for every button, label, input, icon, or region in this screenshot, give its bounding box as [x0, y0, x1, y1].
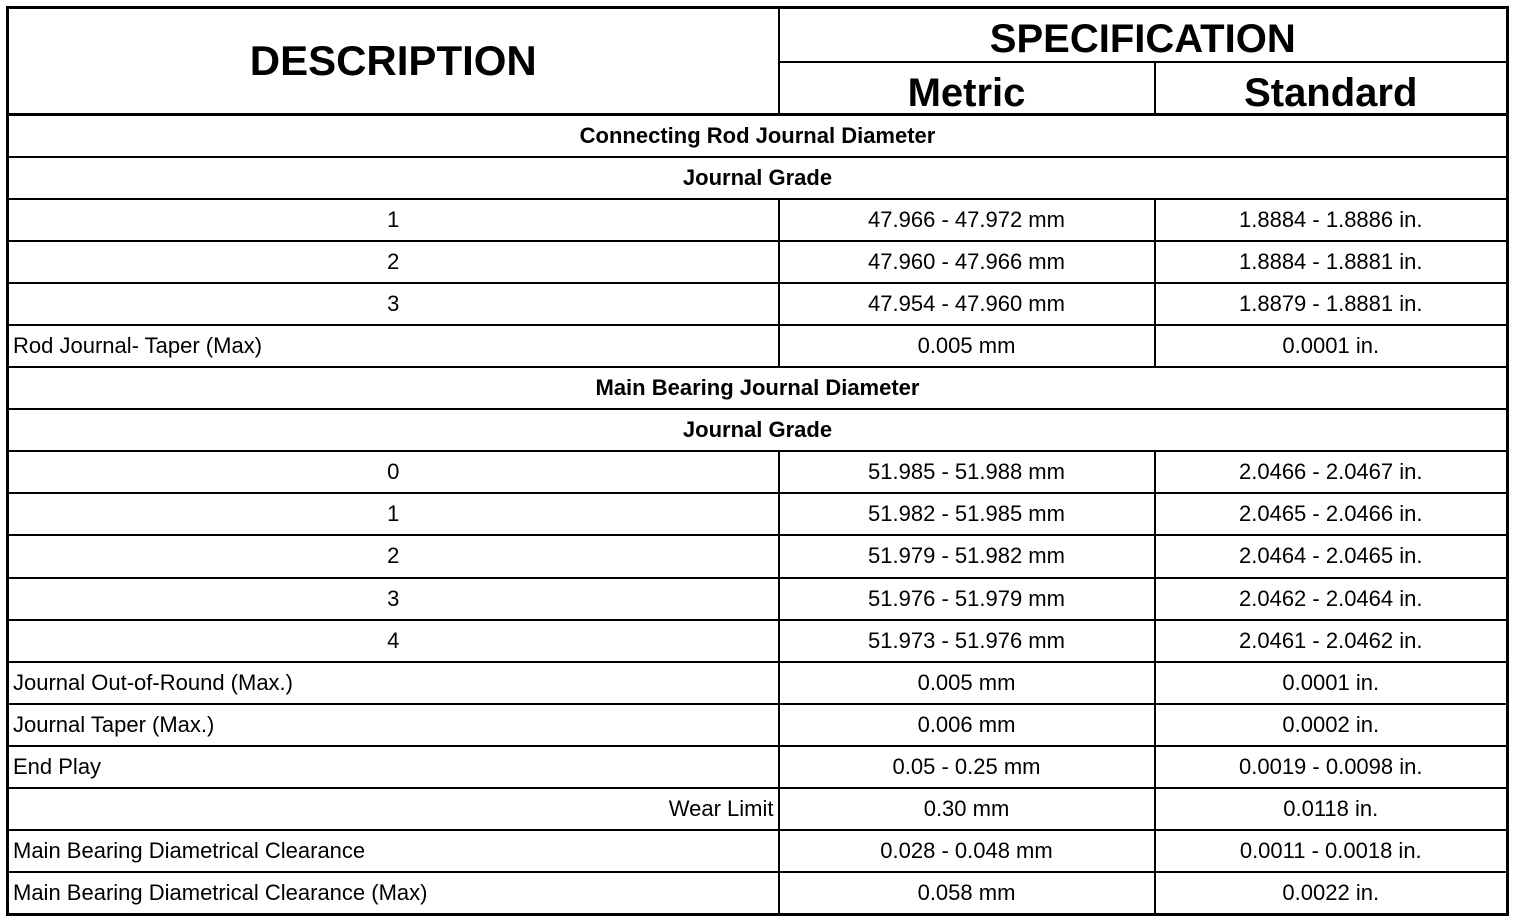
table-body: Connecting Rod Journal Diameter Journal G… — [6, 113, 1509, 916]
standard-cell: 0.0011 - 0.0018 in. — [1153, 828, 1509, 873]
metric-cell: 0.058 mm — [777, 870, 1156, 916]
section-row: Journal Grade — [6, 156, 1509, 201]
specification-header: SPECIFICATION — [777, 6, 1509, 63]
description-cell: Main Bearing Diametrical Clearance — [6, 828, 780, 873]
description-header: DESCRIPTION — [6, 6, 780, 116]
metric-cell: 0.005 mm — [777, 324, 1156, 369]
table-row: Journal Taper (Max.) 0.006 mm 0.0002 in. — [6, 702, 1509, 747]
standard-cell: 0.0022 in. — [1153, 870, 1509, 916]
section-label: Main Bearing Journal Diameter — [6, 366, 1509, 411]
table-row: Journal Out-of-Round (Max.) 0.005 mm 0.000… — [6, 660, 1509, 705]
metric-cell: 0.05 - 0.25 mm — [777, 744, 1156, 789]
table-row: 0 51.985 - 51.988 mm 2.0466 - 2.0467 in. — [6, 450, 1509, 495]
metric-cell: 47.954 - 47.960 mm — [777, 282, 1156, 327]
description-cell: 1 — [6, 492, 780, 537]
metric-cell: 51.976 - 51.979 mm — [777, 576, 1156, 621]
standard-cell: 1.8884 - 1.8886 in. — [1153, 198, 1509, 243]
standard-cell: 0.0118 in. — [1153, 786, 1509, 831]
standard-cell: 1.8884 - 1.8881 in. — [1153, 240, 1509, 285]
metric-cell: 0.30 mm — [777, 786, 1156, 831]
description-cell: 2 — [6, 240, 780, 285]
table-row: 1 51.982 - 51.985 mm 2.0465 - 2.0466 in. — [6, 492, 1509, 537]
standard-cell: 1.8879 - 1.8881 in. — [1153, 282, 1509, 327]
standard-cell: 0.0019 - 0.0098 in. — [1153, 744, 1509, 789]
table-row: 1 47.966 - 47.972 mm 1.8884 - 1.8886 in. — [6, 198, 1509, 243]
metric-cell: 47.960 - 47.966 mm — [777, 240, 1156, 285]
table-row: Rod Journal- Taper (Max) 0.005 mm 0.0001 i… — [6, 324, 1509, 369]
description-cell: 3 — [6, 576, 780, 621]
metric-cell: 51.979 - 51.982 mm — [777, 534, 1156, 579]
description-cell: 1 — [6, 198, 780, 243]
standard-cell: 2.0462 - 2.0464 in. — [1153, 576, 1509, 621]
description-cell: End Play — [6, 744, 780, 789]
standard-cell: 0.0002 in. — [1153, 702, 1509, 747]
standard-cell: 2.0461 - 2.0462 in. — [1153, 618, 1509, 663]
section-label: Journal Grade — [6, 408, 1509, 453]
table-row: Main Bearing Diametrical Clearance 0.028 … — [6, 828, 1509, 873]
description-cell: Journal Taper (Max.) — [6, 702, 780, 747]
metric-cell: 0.028 - 0.048 mm — [777, 828, 1156, 873]
description-cell: Rod Journal- Taper (Max) — [6, 324, 780, 369]
metric-cell: 51.985 - 51.988 mm — [777, 450, 1156, 495]
description-cell: Wear Limit — [6, 786, 780, 831]
standard-cell: 2.0466 - 2.0467 in. — [1153, 450, 1509, 495]
table-row: 2 51.979 - 51.982 mm 2.0464 - 2.0465 in. — [6, 534, 1509, 579]
description-cell: 4 — [6, 618, 780, 663]
section-row: Connecting Rod Journal Diameter — [6, 113, 1509, 159]
table-row: Main Bearing Diametrical Clearance (Max)… — [6, 870, 1509, 916]
description-cell: Journal Out-of-Round (Max.) — [6, 660, 780, 705]
table-row: 3 47.954 - 47.960 mm 1.8879 - 1.8881 in. — [6, 282, 1509, 327]
section-label: Connecting Rod Journal Diameter — [6, 113, 1509, 159]
table-row: Wear Limit 0.30 mm 0.0118 in. — [6, 786, 1509, 831]
section-row: Journal Grade — [6, 408, 1509, 453]
description-cell: 0 — [6, 450, 780, 495]
metric-cell: 0.005 mm — [777, 660, 1156, 705]
table-row: 2 47.960 - 47.966 mm 1.8884 - 1.8881 in. — [6, 240, 1509, 285]
standard-cell: 2.0464 - 2.0465 in. — [1153, 534, 1509, 579]
specification-table: DESCRIPTION SPECIFICATION Metric Standar… — [6, 6, 1509, 916]
description-cell: Main Bearing Diametrical Clearance (Max) — [6, 870, 780, 916]
metric-header: Metric — [777, 61, 1156, 116]
standard-cell: 2.0465 - 2.0466 in. — [1153, 492, 1509, 537]
table-row: 3 51.976 - 51.979 mm 2.0462 - 2.0464 in. — [6, 576, 1509, 621]
standard-cell: 0.0001 in. — [1153, 324, 1509, 369]
metric-cell: 51.982 - 51.985 mm — [777, 492, 1156, 537]
standard-cell: 0.0001 in. — [1153, 660, 1509, 705]
table-row: End Play 0.05 - 0.25 mm 0.0019 - 0.0098 in… — [6, 744, 1509, 789]
section-row: Main Bearing Journal Diameter — [6, 366, 1509, 411]
standard-header: Standard — [1153, 61, 1509, 116]
metric-cell: 0.006 mm — [777, 702, 1156, 747]
description-cell: 3 — [6, 282, 780, 327]
metric-cell: 47.966 - 47.972 mm — [777, 198, 1156, 243]
table-row: 4 51.973 - 51.976 mm 2.0461 - 2.0462 in. — [6, 618, 1509, 663]
metric-cell: 51.973 - 51.976 mm — [777, 618, 1156, 663]
section-label: Journal Grade — [6, 156, 1509, 201]
description-cell: 2 — [6, 534, 780, 579]
